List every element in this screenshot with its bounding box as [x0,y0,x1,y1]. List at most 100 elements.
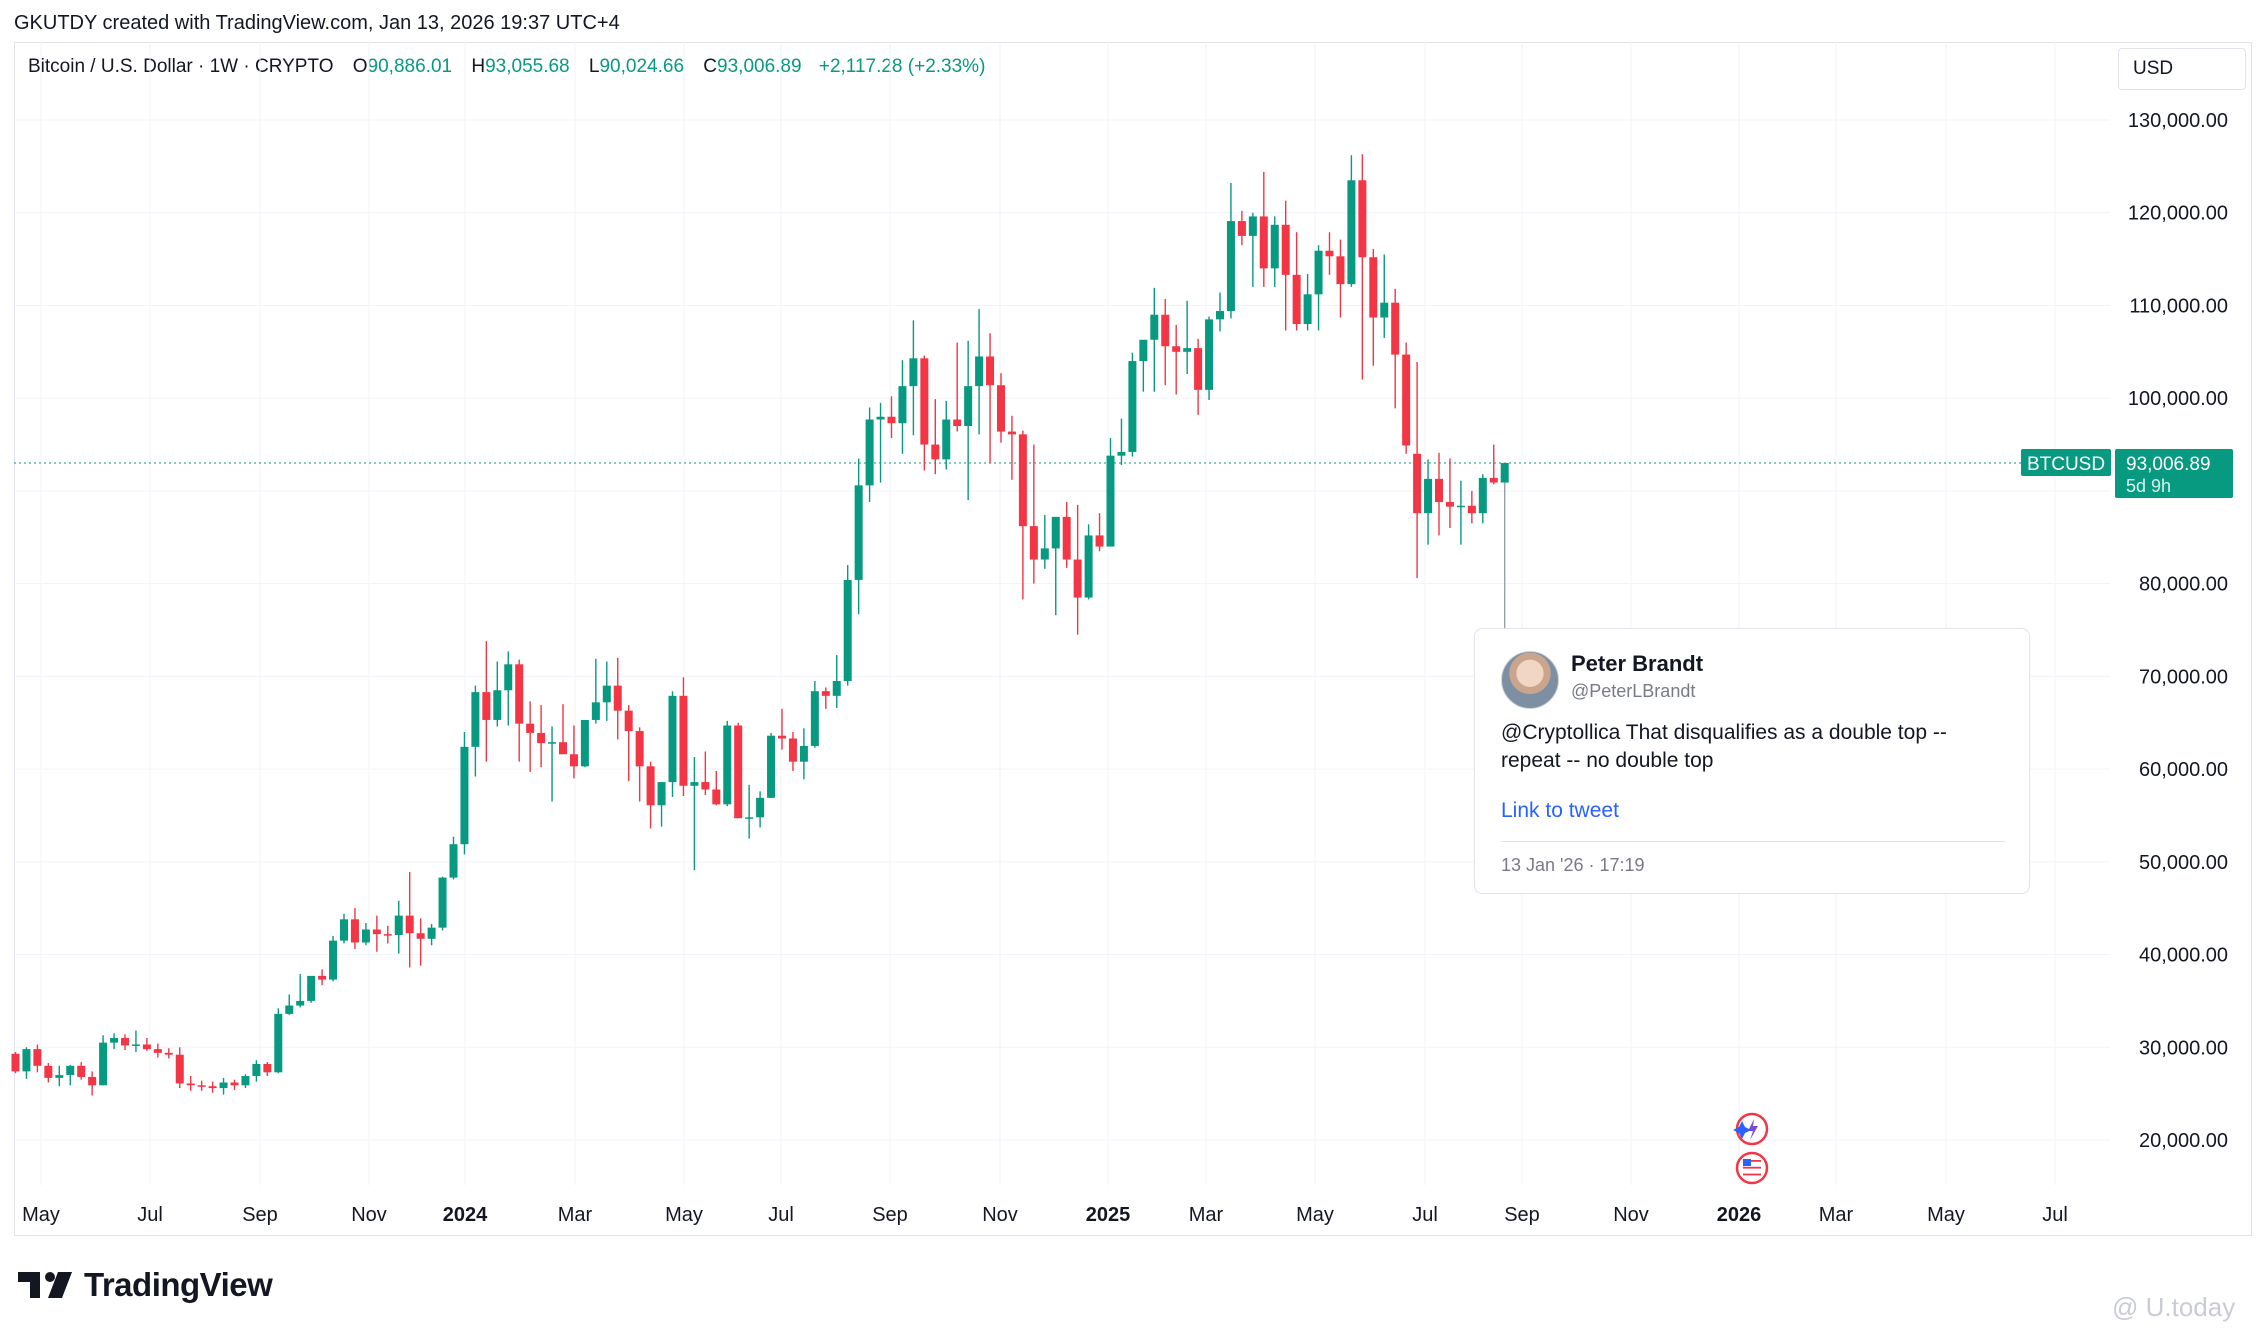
candle-body [964,386,973,426]
candle-body [1445,502,1454,507]
tweet-card[interactable]: Peter Brandt @PeterLBrandt @Cryptollica … [1474,628,2030,894]
candle-body [1062,516,1071,560]
candle-body [865,419,874,486]
price-tag-bg [2115,449,2233,499]
candle-body [745,817,754,819]
candle-body [843,579,852,681]
candle-body [22,1049,31,1072]
avatar [1501,651,1559,709]
x-tick-label: May [1927,1204,1965,1226]
candle-body [1216,311,1224,320]
x-tick-label: Sep [872,1204,908,1226]
candle-body [580,719,589,767]
close-value: 93,006.89 [717,56,802,77]
candle-body [99,1042,108,1086]
candle-body [1489,477,1498,483]
candle-body [110,1038,119,1043]
candle-body [482,692,491,720]
candle-body [821,691,830,696]
x-tick-label: Jul [2042,1204,2068,1226]
x-tick-label: May [665,1204,703,1226]
candle-body [1424,478,1433,514]
candle-body [1073,559,1082,598]
candle-body [504,664,513,691]
candle-body [493,690,502,720]
candle-body [1358,180,1367,258]
candle-body [1095,535,1104,547]
candle-body [942,419,951,460]
candle-body [1347,180,1356,285]
candle-body [1248,216,1257,236]
y-tick-label: 80,000.00 [2139,574,2228,596]
candle-body [887,416,896,424]
candle-body [1018,434,1027,527]
candle-body [285,1005,294,1014]
candle-body [701,782,710,790]
candle-body [953,419,962,426]
tradingview-logo[interactable]: TradingView [18,1266,273,1304]
y-tick-label: 40,000.00 [2139,945,2228,967]
currency-selector[interactable]: USD [2118,48,2246,90]
candle-body [394,915,403,936]
candle-body [799,745,808,762]
candle-body [767,735,776,798]
close-label: C [703,56,718,77]
x-tick-label: Jul [768,1204,794,1226]
candle-body [778,735,786,739]
candle-body [624,710,633,732]
flag-stripe [1743,1173,1761,1176]
candle-body [679,695,688,786]
x-tick-label: Mar [1189,1204,1224,1226]
candle-body [438,877,447,928]
y-tick-label: 120,000.00 [2128,203,2228,225]
candle-body [1117,451,1126,456]
high-value: 93,055.68 [485,56,570,77]
candle-body [1040,548,1049,560]
candle-body [1281,224,1290,275]
tradingview-logo-icon [18,1272,72,1298]
chart-frame [14,42,2252,1236]
candle-body [1183,348,1192,352]
candle-body [1051,516,1060,549]
x-tick-label: Mar [1819,1204,1854,1226]
flag-stripe [1743,1160,1761,1162]
candle-body [548,742,557,744]
candle-body [153,1049,162,1053]
candle-body [471,692,480,747]
x-tick-label: Jul [1412,1204,1438,1226]
y-tick-label: 110,000.00 [2129,295,2228,317]
candle-body [832,681,841,696]
tweet-author-handle: @PeterLBrandt [1571,681,1696,701]
price-tag-value: 93,006.89 [2126,454,2211,475]
high-label: H [471,56,486,77]
x-tick-label: May [1296,1204,1334,1226]
candle-body [723,725,732,805]
candle-body [329,940,338,980]
candle-body [11,1053,20,1072]
ticker-tag-label: BTCUSD [2027,454,2105,475]
candle-body [230,1082,239,1086]
tweet-timestamp: 13 Jan '26 · 17:19 [1501,855,1645,875]
candle-body [1402,354,1411,446]
candle-body [1150,314,1159,340]
candle-body [1205,319,1214,390]
tweet-link[interactable]: Link to tweet [1501,799,1619,822]
candle-body [121,1038,129,1046]
candle-body [1456,505,1465,508]
watermark: @ U.today [2112,1292,2236,1322]
symbol-label[interactable]: Bitcoin / U.S. Dollar · 1W · CRYPTO [28,56,334,77]
candle-body [613,685,622,711]
y-tick-label: 60,000.00 [2139,759,2228,781]
candle-body [383,934,392,936]
change-value: +2,117.28 (+2.33%) [818,56,986,77]
y-tick-label: 130,000.00 [2128,110,2228,132]
candle-body [537,732,546,744]
candle-body [997,385,1005,432]
candle-body [55,1075,64,1078]
candle-body [208,1086,217,1089]
x-tick-label: Mar [558,1204,593,1226]
candle-body [876,416,885,420]
candle-body [241,1076,250,1086]
candle-body [405,915,414,934]
